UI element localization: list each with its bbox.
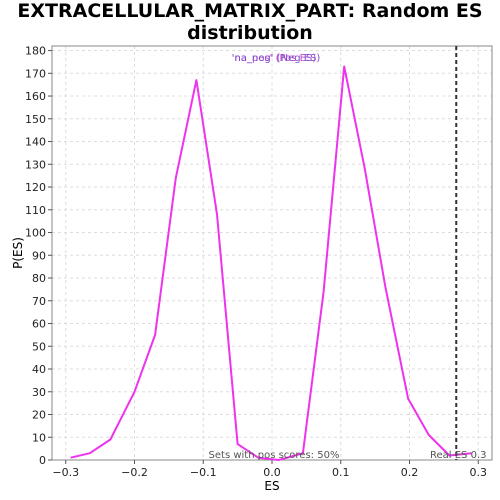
- y-tick-label: 30: [32, 386, 46, 399]
- pos-scores-annotation: Sets with pos scores: 50%: [209, 450, 340, 461]
- real-es-label: Real ES 0.3: [430, 450, 486, 461]
- y-tick-label: 130: [25, 158, 46, 171]
- y-tick-label: 60: [32, 318, 46, 331]
- y-tick-label: 80: [32, 272, 46, 285]
- x-tick-label: 0.3: [470, 466, 488, 479]
- y-tick-label: 70: [32, 295, 46, 308]
- chart-title: EXTRACELLULAR_MATRIX_PART: Random ES dis…: [17, 0, 483, 44]
- y-tick-label: 0: [39, 454, 46, 467]
- x-tick-label: 0.0: [263, 466, 281, 479]
- y-tick-label: 120: [25, 181, 46, 194]
- y-tick-label: 150: [25, 113, 46, 126]
- y-tick-label: 180: [25, 45, 46, 58]
- y-tick-label: 40: [32, 363, 46, 376]
- legend-entry: 'na_pos' (Pos ES): [232, 53, 317, 64]
- grid: [52, 46, 492, 461]
- x-tick-label: −0.2: [121, 466, 148, 479]
- y-tick-label: 160: [25, 90, 46, 103]
- y-tick-label: 170: [25, 67, 46, 80]
- y-tick-label: 10: [32, 431, 46, 444]
- y-tick-label: 20: [32, 409, 46, 422]
- series-group: [70, 46, 472, 461]
- y-axis-label: P(ES): [11, 237, 25, 269]
- y-tick-label: 140: [25, 136, 46, 149]
- legend-entry: 'na_neg' (Neg ES): [232, 53, 321, 64]
- label-group: ES P(ES) Real ES 0.3 Sets with pos scores: …: [11, 53, 486, 493]
- y-tick-label: 90: [32, 249, 46, 262]
- x-tick-label: −0.1: [190, 466, 217, 479]
- x-tick-label: 0.1: [332, 466, 350, 479]
- axes: 0 10 20 30 40 50 60 70 80 90 100 110 120 130 140 150 160…: [25, 45, 493, 479]
- y-tick-label: 110: [25, 204, 46, 217]
- x-axis-label: ES: [264, 479, 279, 493]
- series-line: [70, 65, 472, 461]
- x-tick-label: 0.2: [401, 466, 419, 479]
- y-tick-label: 50: [32, 340, 46, 353]
- x-tick-label: −0.3: [52, 466, 79, 479]
- y-tick-label: 100: [25, 227, 46, 240]
